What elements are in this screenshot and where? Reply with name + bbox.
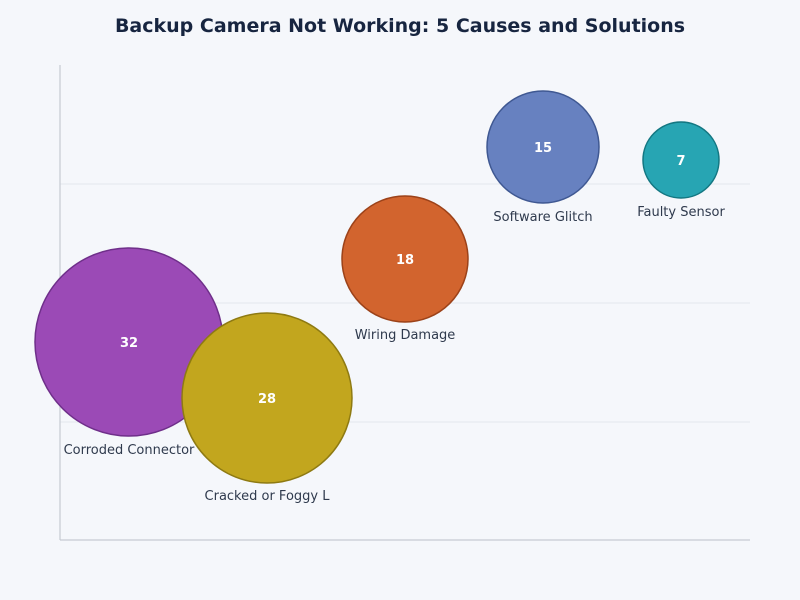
bubble-circle bbox=[642, 121, 720, 199]
bubble-circle bbox=[486, 90, 600, 204]
bubble-value: 18 bbox=[396, 253, 414, 268]
bubble-value: 7 bbox=[676, 154, 685, 169]
bubble-software-glitch: 15 Software Glitch bbox=[486, 90, 600, 225]
bubbles: 32 Corroded Connector 28 Cracked or Foggy L… bbox=[34, 90, 725, 504]
chart-title: Backup Camera Not Working: 5 Causes and … bbox=[114, 15, 686, 37]
bubble-label: Faulty Sensor bbox=[637, 205, 725, 220]
bubble-label: Software Glitch bbox=[493, 210, 592, 225]
bubble-label: Wiring Damage bbox=[355, 328, 456, 343]
bubble-circle bbox=[341, 195, 469, 323]
bubble-label: Cracked or Foggy L bbox=[205, 489, 331, 504]
bubble-circle bbox=[181, 312, 353, 484]
bubble-wiring-damage: 18 Wiring Damage bbox=[341, 195, 469, 343]
bubble-label: Corroded Connector bbox=[64, 443, 195, 458]
bubble-value: 15 bbox=[534, 141, 552, 156]
bubble-value: 28 bbox=[258, 392, 276, 407]
bubble-faulty-sensor: 7 Faulty Sensor bbox=[637, 121, 725, 220]
bubble-corroded-connector: 32 Corroded Connector bbox=[34, 247, 224, 458]
bubble-value: 32 bbox=[120, 336, 138, 351]
bubble-cracked-or-foggy-l: 28 Cracked or Foggy L bbox=[181, 312, 353, 504]
